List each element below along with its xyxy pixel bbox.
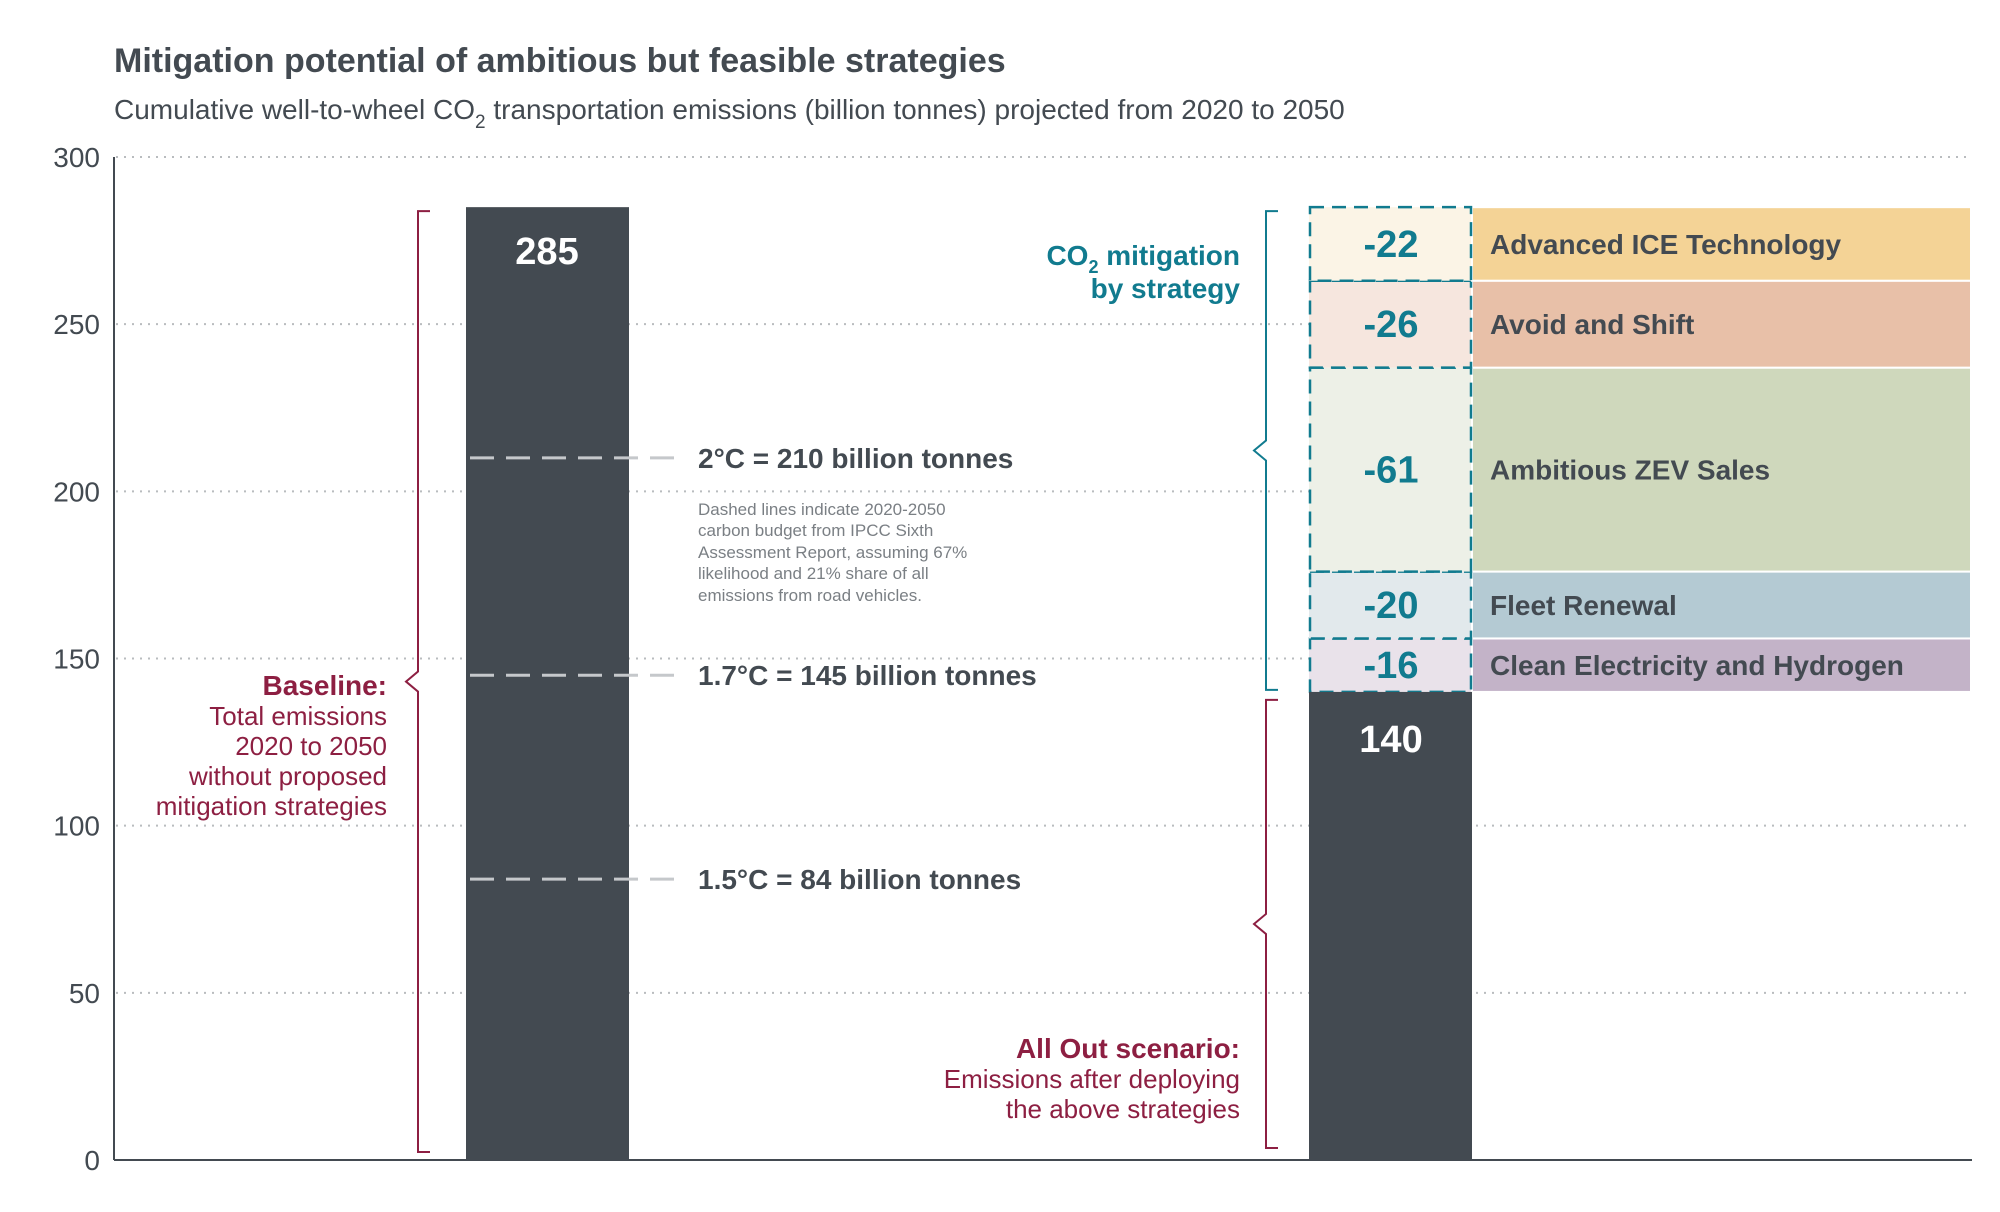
- segment-outline: [1308, 205, 1473, 282]
- segment-name-cell: [1471, 570, 1972, 640]
- segment-outline: [1308, 570, 1473, 640]
- note-line: Assessment Report, assuming 67%: [698, 543, 967, 562]
- y-tick-label: 250: [53, 309, 100, 340]
- segment-value: -61: [1364, 450, 1419, 492]
- baseline-bracket: [404, 210, 430, 1153]
- mitigation-label-line-1: CO2 mitigation: [1046, 240, 1240, 277]
- segment-name: Avoid and Shift: [1490, 309, 1694, 340]
- segment-value: -26: [1364, 304, 1419, 346]
- all-out-bar: [1309, 691, 1472, 1160]
- note-line: likelihood and 21% share of all: [698, 564, 929, 583]
- mitigation-co: CO: [1046, 240, 1088, 271]
- carbon-budget-lines: 2°C = 210 billion tonnes 1.7°C = 145 bill…: [470, 443, 1037, 895]
- chart-subtitle: Cumulative well-to-wheel CO2 transportat…: [114, 94, 1345, 133]
- mitigation-segments: -16 Clean Electricity and Hydrogen -20 Flee…: [1308, 205, 1972, 694]
- segment-value-cell: [1309, 638, 1472, 692]
- y-tick-label: 200: [53, 476, 100, 507]
- segment-name-cell: [1471, 279, 1972, 369]
- mitigation-annotation: CO2 mitigation by strategy: [1046, 240, 1240, 304]
- subtitle-subscript: 2: [475, 112, 486, 133]
- budget-label: 2°C = 210 billion tonnes: [698, 443, 1013, 474]
- all-out-annotation-title: All Out scenario:: [1016, 1033, 1240, 1064]
- subtitle-part-2: transportation emissions (billion tonnes…: [486, 94, 1345, 125]
- segment-name: Clean Electricity and Hydrogen: [1490, 650, 1904, 681]
- y-tick-label: 50: [69, 978, 100, 1009]
- segment-value-cell: [1309, 280, 1472, 368]
- all-out-annotation-line: the above strategies: [1006, 1094, 1240, 1124]
- note-line: Dashed lines indicate 2020-2050: [698, 500, 946, 519]
- y-tick-label: 300: [53, 142, 100, 173]
- baseline-annotation-line: 2020 to 2050: [235, 731, 387, 761]
- subtitle-part-1: Cumulative well-to-wheel CO: [114, 94, 475, 125]
- segment-name: Advanced ICE Technology: [1490, 229, 1842, 260]
- budget-label: 1.7°C = 145 billion tonnes: [698, 660, 1037, 691]
- budget-note: Dashed lines indicate 2020-2050 carbon b…: [698, 500, 967, 605]
- segment-value-cell: [1309, 367, 1472, 572]
- all-out-annotation: All Out scenario: Emissions after deploy…: [944, 1033, 1240, 1124]
- y-tick-label: 0: [84, 1145, 100, 1176]
- segment-name: Fleet Renewal: [1490, 590, 1677, 621]
- mitigation-label-line-2: by strategy: [1091, 273, 1241, 304]
- segment-value: -22: [1364, 224, 1419, 266]
- mitigation-word: mitigation: [1098, 240, 1240, 271]
- baseline-annotation: Baseline: Total emissions 2020 to 2050 w…: [156, 670, 387, 821]
- chart-title: Mitigation potential of ambitious but fe…: [114, 42, 1006, 80]
- segment-name-cell: [1471, 366, 1972, 573]
- y-tick-label: 100: [53, 811, 100, 842]
- all-out-value-label: 140: [1359, 719, 1422, 761]
- segment-value: -20: [1364, 585, 1419, 627]
- y-tick-label: 150: [53, 644, 100, 675]
- baseline-annotation-title: Baseline:: [263, 670, 388, 701]
- note-line: carbon budget from IPCC Sixth: [698, 521, 933, 540]
- baseline-annotation-line: mitigation strategies: [156, 791, 387, 821]
- all-out-annotation-line: Emissions after deploying: [944, 1064, 1240, 1094]
- all-out-bracket: [1252, 698, 1278, 1149]
- baseline-annotation-line: without proposed: [188, 761, 387, 791]
- segment-name: Ambitious ZEV Sales: [1490, 455, 1770, 486]
- budget-label: 1.5°C = 84 billion tonnes: [698, 864, 1021, 895]
- segment-outline: [1308, 366, 1473, 573]
- baseline-bar: [466, 207, 629, 1160]
- segment-name-cell: [1471, 637, 1972, 693]
- segment-outline: [1308, 279, 1473, 369]
- baseline-value-label: 285: [515, 231, 578, 273]
- note-line: emissions from road vehicles.: [698, 586, 922, 605]
- segment-value: -16: [1364, 645, 1419, 687]
- segment-value-cell: [1309, 207, 1472, 281]
- mitigation-subscript: 2: [1088, 257, 1098, 277]
- segment-name-cell: [1471, 206, 1972, 282]
- baseline-annotation-line: Total emissions: [209, 701, 387, 731]
- y-axis-ticks: 0 50 100 150 200 250 300: [53, 142, 100, 1176]
- mitigation-bracket: [1252, 210, 1278, 691]
- segment-value-cell: [1309, 571, 1472, 639]
